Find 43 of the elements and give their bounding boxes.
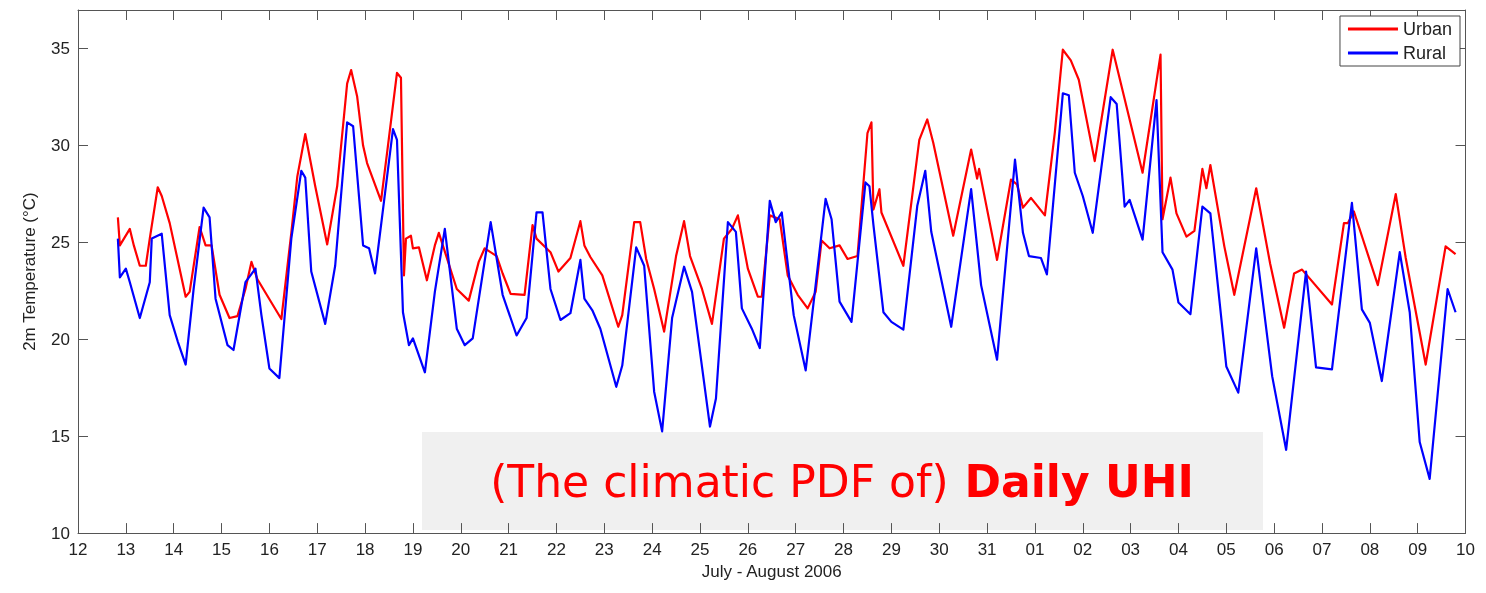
x-tick-label: 28	[834, 540, 853, 560]
x-axis-title: July - August 2006	[701, 562, 842, 581]
x-tick-label: 08	[1360, 540, 1380, 560]
x-tick-label: 06	[1264, 540, 1284, 560]
x-tick-label: 14	[164, 540, 184, 560]
x-tick-label: 23	[594, 540, 614, 560]
x-tick-label: 01	[1025, 540, 1045, 560]
y-axis-title: 2m Temperature (°C)	[20, 192, 39, 351]
x-tick-label: 10	[1456, 540, 1476, 560]
x-tick-label: 02	[1073, 540, 1093, 560]
x-tick-label: 22	[547, 540, 566, 560]
x-tick-label: 16	[259, 540, 279, 560]
x-tick-label: 24	[642, 540, 662, 560]
legend-label: Urban	[1402, 19, 1453, 39]
y-tick-label: 20	[51, 329, 70, 349]
x-tick-label: 20	[451, 540, 471, 560]
x-tick-label: 21	[499, 540, 519, 560]
x-tick-label: 25	[690, 540, 710, 560]
x-tick-label: 12	[68, 540, 88, 560]
legend-label: Rural	[1402, 43, 1446, 63]
y-tick-label: 30	[51, 136, 70, 156]
x-tick-label: 07	[1312, 540, 1332, 560]
line-series	[116, 48, 1457, 366]
x-tick-label: 04	[1169, 540, 1188, 560]
x-tick-label: 15	[212, 540, 231, 560]
x-tick-label: 17	[307, 540, 327, 560]
x-tick-label: 13	[116, 540, 136, 560]
x-tick-label: 27	[786, 540, 806, 560]
annotation: (The climatic PDF of)	[490, 455, 949, 507]
x-tick-label: 26	[738, 540, 758, 560]
x-tick-label: 03	[1121, 540, 1141, 560]
y-tick-label: 10	[51, 523, 70, 543]
y-tick-label: 15	[51, 426, 70, 446]
x-tick-label: 31	[977, 540, 997, 560]
x-tick-label: 05	[1216, 540, 1236, 560]
y-tick-label: 35	[51, 39, 70, 59]
x-tick-label: 09	[1408, 540, 1428, 560]
y-tick-label: 25	[51, 232, 70, 252]
x-tick-label: 30	[929, 540, 949, 560]
x-tick-label: 19	[403, 540, 423, 560]
x-tick-label: 18	[355, 540, 375, 560]
x-tick-label: 29	[881, 540, 901, 560]
annotation: Daily UHI	[964, 455, 1194, 507]
